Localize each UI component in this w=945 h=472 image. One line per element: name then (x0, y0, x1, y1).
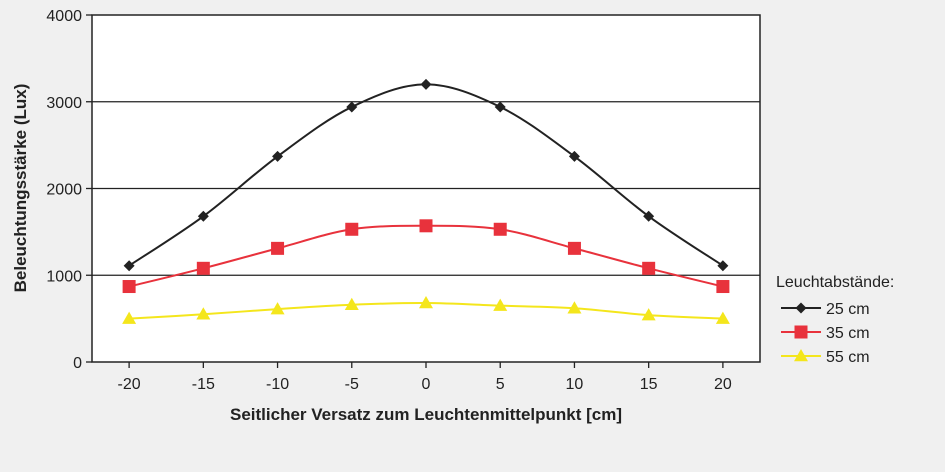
data-point (197, 210, 209, 222)
series-35-cm (122, 219, 730, 294)
data-point (344, 297, 359, 310)
data-point (494, 101, 506, 113)
x-tick-label: -5 (345, 376, 359, 393)
legend-marker (794, 325, 808, 339)
data-point (123, 260, 135, 272)
x-tick-label: 20 (714, 376, 732, 393)
legend-entry: 55 cm (781, 349, 870, 366)
y-axis-label: Beleuchtungsstärke (Lux) (11, 84, 30, 293)
legend-label: 35 cm (826, 325, 870, 342)
data-point (270, 302, 285, 315)
x-tick-label: -10 (266, 376, 289, 393)
data-point (271, 241, 285, 255)
legend-label: 55 cm (826, 349, 870, 366)
data-point (642, 261, 656, 275)
data-point (493, 298, 508, 311)
data-point (715, 311, 730, 324)
x-axis-label: Seitlicher Versatz zum Leuchtenmittelpun… (230, 405, 622, 424)
y-tick-label: 3000 (46, 95, 82, 112)
legend-label: 25 cm (826, 301, 870, 318)
data-point (716, 280, 730, 294)
data-point (419, 219, 433, 233)
data-point (643, 210, 655, 222)
x-tick-label: 10 (566, 376, 584, 393)
legend-title: Leuchtabstände: (776, 274, 894, 291)
legend-entry: 25 cm (781, 301, 870, 318)
series-55-cm (122, 296, 730, 324)
x-tick-label: -20 (118, 376, 141, 393)
data-point (420, 78, 432, 90)
legend-marker (795, 302, 807, 314)
y-axis-ticks: 0 1000 2000 3000 4000 (46, 8, 92, 372)
x-tick-label: -15 (192, 376, 215, 393)
x-tick-label: 0 (422, 376, 431, 393)
data-point (272, 150, 284, 162)
data-point (122, 280, 136, 294)
data-point (345, 222, 359, 236)
data-point (196, 307, 211, 320)
y-tick-label: 4000 (46, 8, 82, 25)
data-point (717, 260, 729, 272)
x-tick-label: 15 (640, 376, 658, 393)
data-point (493, 222, 507, 236)
series-layer (122, 78, 730, 324)
data-point (641, 308, 656, 321)
data-point (196, 261, 210, 275)
data-point (567, 301, 582, 314)
x-axis-ticks: -20 -15 -10 -5 0 5 10 15 20 (118, 362, 732, 393)
series-25-cm (123, 78, 729, 272)
data-point (419, 296, 433, 309)
data-point (346, 101, 358, 113)
y-tick-label: 1000 (46, 268, 82, 285)
y-tick-label: 0 (73, 355, 82, 372)
x-tick-label: 5 (496, 376, 505, 393)
legend-marker (794, 349, 808, 362)
data-point (567, 241, 581, 255)
legend: Leuchtabstände: 25 cm 35 cm 55 cm (776, 274, 894, 366)
legend-entry: 35 cm (781, 325, 870, 342)
data-point (568, 150, 580, 162)
data-point (122, 311, 137, 324)
y-tick-label: 2000 (46, 182, 82, 199)
